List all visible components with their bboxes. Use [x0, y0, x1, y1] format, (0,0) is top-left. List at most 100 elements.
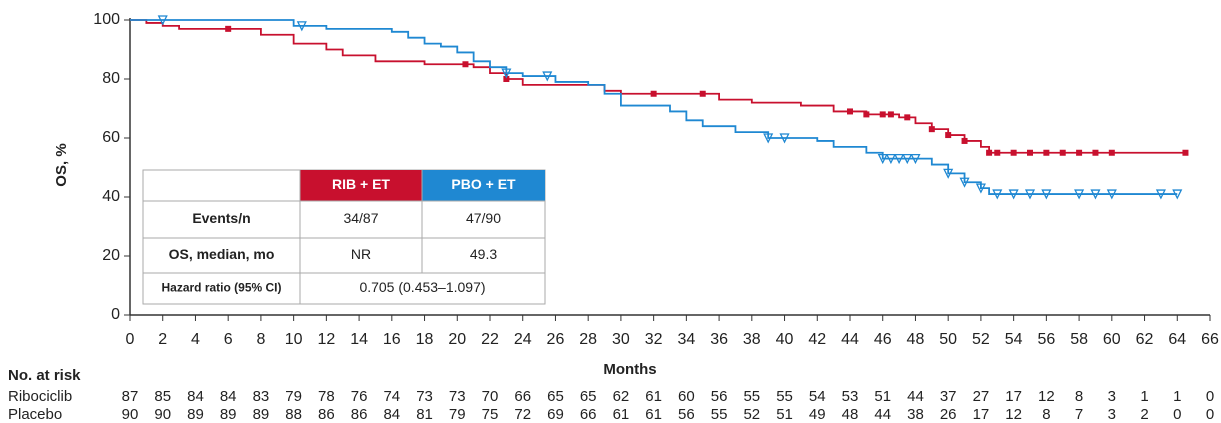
risk-count: 86: [318, 406, 335, 423]
risk-count: 7: [1075, 406, 1083, 423]
x-tick-label: 40: [776, 331, 794, 348]
risk-count: 1: [1140, 388, 1148, 405]
table-row-label: OS, median, mo: [169, 246, 275, 262]
risk-count: 65: [547, 388, 564, 405]
censor-mark: [885, 154, 896, 165]
censor-mark: [157, 15, 168, 26]
table-cell: 0.705 (0.453–1.097): [359, 279, 485, 295]
censor-mark: [928, 126, 935, 133]
risk-count: 44: [907, 388, 924, 405]
censor-mark: [699, 90, 706, 97]
survival-curve: [130, 19, 1178, 195]
censor-mark: [1182, 149, 1189, 156]
risk-count: 51: [874, 388, 891, 405]
censor-mark: [1076, 149, 1083, 156]
risk-count: 88: [285, 406, 302, 423]
risk-count: 52: [743, 406, 760, 423]
censor-mark: [1027, 149, 1033, 156]
table-header: PBO + ET: [451, 176, 516, 192]
x-tick-label: 36: [710, 331, 728, 348]
censor-mark: [1041, 189, 1052, 200]
x-tick-label: 58: [1070, 331, 1088, 348]
risk-count: 81: [416, 406, 433, 423]
censor-mark: [961, 137, 968, 144]
risk-count: 61: [645, 406, 662, 423]
x-tick-label: 16: [383, 331, 401, 348]
censor-mark: [847, 108, 853, 115]
risk-count: 55: [711, 406, 728, 423]
y-tick-label: 80: [102, 70, 120, 87]
x-tick-label: 18: [416, 331, 434, 348]
censor-mark: [501, 68, 512, 79]
table-row-label: Events/n: [192, 210, 250, 226]
censor-mark: [763, 133, 774, 144]
x-tick-label: 22: [481, 331, 499, 348]
y-tick-label: 40: [102, 188, 120, 205]
risk-count: 76: [351, 388, 368, 405]
risk-count: 72: [514, 406, 531, 423]
x-tick-label: 28: [579, 331, 597, 348]
x-tick-label: 8: [256, 331, 265, 348]
x-tick-label: 62: [1136, 331, 1154, 348]
censor-mark: [902, 154, 913, 165]
risk-count: 75: [482, 406, 499, 423]
risk-count: 48: [842, 406, 859, 423]
risk-count: 56: [678, 406, 695, 423]
censor-mark: [986, 149, 993, 156]
y-tick-label: 0: [111, 306, 120, 323]
table-row-label: Hazard ratio (95% CI): [161, 281, 281, 295]
risk-count: 86: [351, 406, 368, 423]
censor-mark: [945, 132, 952, 139]
risk-count: 2: [1140, 406, 1148, 423]
censor-mark: [1059, 149, 1066, 156]
x-tick-label: 26: [547, 331, 565, 348]
x-tick-label: 46: [874, 331, 892, 348]
x-tick-label: 60: [1103, 331, 1121, 348]
risk-count: 53: [842, 388, 859, 405]
censor-mark: [225, 25, 232, 32]
y-tick-label: 60: [102, 129, 120, 146]
risk-count: 84: [187, 388, 204, 405]
risk-count: 89: [187, 406, 204, 423]
x-tick-label: 50: [939, 331, 957, 348]
risk-count: 55: [776, 388, 793, 405]
censor-mark: [1090, 189, 1101, 200]
inset-table: RIB + ET PBO + ET Events/n 34/87 47/90 OS, me…: [142, 169, 546, 305]
risk-count: 3: [1108, 406, 1116, 423]
x-tick-label: 14: [350, 331, 368, 348]
x-tick-label: 64: [1168, 331, 1186, 348]
x-tick-label: 54: [1005, 331, 1023, 348]
x-tick-label: 38: [743, 331, 761, 348]
risk-count: 79: [285, 388, 302, 405]
x-tick-label: 0: [126, 331, 135, 348]
risk-count: 0: [1206, 406, 1214, 423]
risk-count: 17: [1005, 388, 1022, 405]
censor-mark: [877, 154, 888, 165]
y-tick-label: 20: [102, 247, 120, 264]
risk-count: 84: [220, 388, 237, 405]
risk-count: 44: [874, 406, 891, 423]
censor-mark: [779, 133, 790, 144]
risk-count: 3: [1108, 388, 1116, 405]
censor-mark: [1043, 149, 1050, 156]
censor-mark: [910, 154, 921, 165]
risk-count: 69: [547, 406, 564, 423]
x-tick-label: 2: [158, 331, 167, 348]
risk-count: 51: [776, 406, 793, 423]
x-tick-label: 4: [191, 331, 200, 348]
risk-count: 66: [580, 406, 597, 423]
x-tick-label: 34: [677, 331, 695, 348]
censor-mark: [943, 168, 954, 179]
censor-mark: [1074, 189, 1085, 200]
risk-row-label: Placebo: [8, 406, 62, 423]
censor-mark: [894, 154, 905, 165]
risk-count: 83: [253, 388, 270, 405]
table-header-cell: [422, 170, 545, 201]
x-tick-label: 66: [1201, 331, 1219, 348]
risk-count: 65: [580, 388, 597, 405]
censor-mark: [503, 76, 510, 82]
risk-count: 54: [809, 388, 826, 405]
risk-count: 1: [1173, 388, 1181, 405]
table-cell: 47/90: [466, 210, 501, 226]
x-tick-label: 32: [645, 331, 663, 348]
